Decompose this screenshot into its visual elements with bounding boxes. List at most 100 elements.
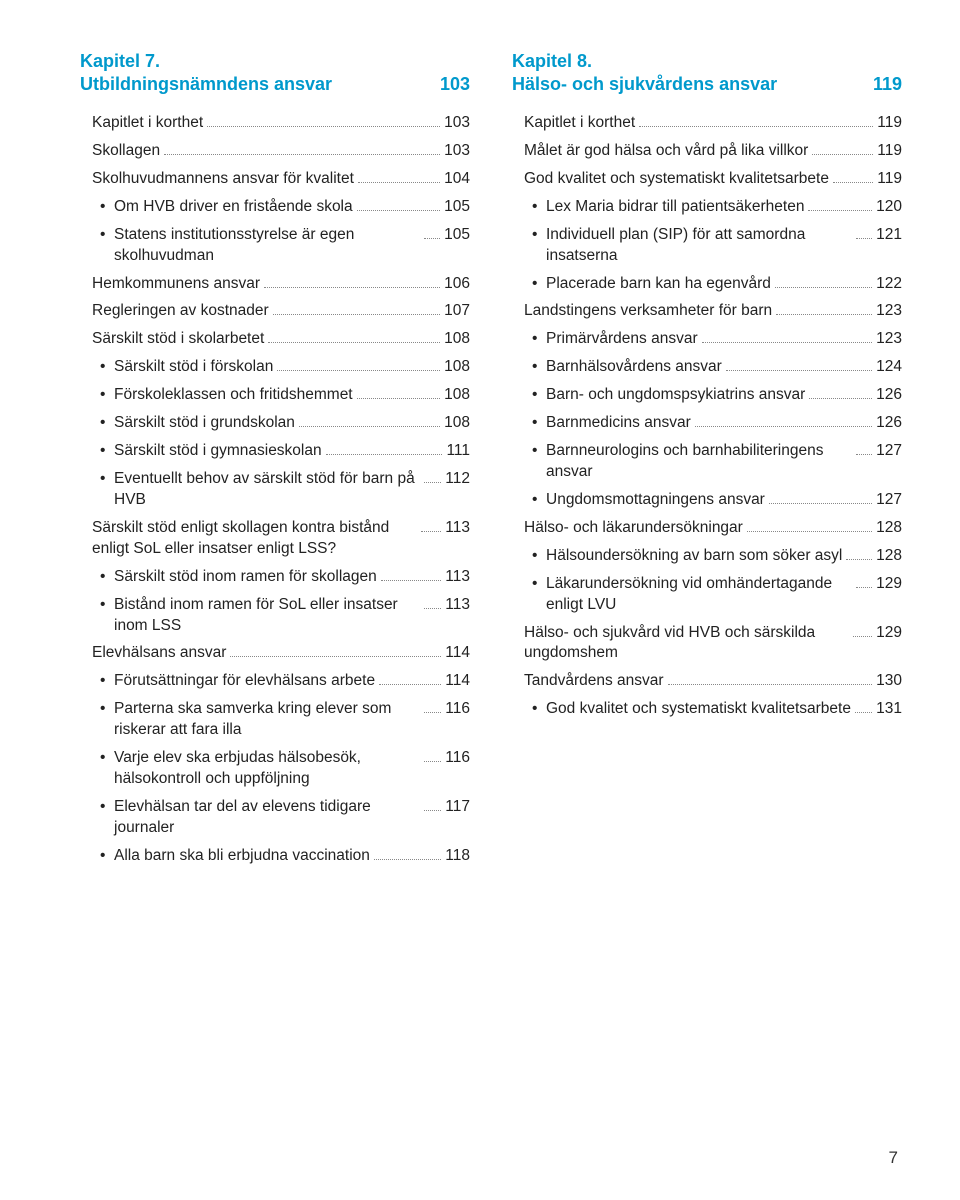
toc-entry[interactable]: Barnneurologins och barnhabiliteringens … xyxy=(524,441,902,483)
toc-entry[interactable]: Hälso- och läkarundersökningar 128 xyxy=(524,518,902,539)
toc-entry[interactable]: Förutsättningar för elevhälsans arbete11… xyxy=(92,671,470,692)
toc-leader xyxy=(833,182,873,183)
toc-entry-label: Varje elev ska erbjudas hälsobesök, häls… xyxy=(114,748,420,790)
toc-entry[interactable]: Statens institutionsstyrelse är egen sko… xyxy=(92,225,470,267)
toc-leader xyxy=(299,426,440,427)
toc-entry-label: Särskilt stöd i grundskolan xyxy=(114,413,295,434)
toc-entry-page: 126 xyxy=(876,413,902,434)
toc-entry[interactable]: Elevhälsans ansvar114 xyxy=(92,643,470,664)
toc-entry[interactable]: Hälso- och sjukvård vid HVB och särskild… xyxy=(524,623,902,665)
toc-entry[interactable]: Parterna ska samverka kring elever som r… xyxy=(92,699,470,741)
toc-entry-label: Elevhälsans ansvar xyxy=(92,643,226,664)
toc-entry[interactable]: Bistånd inom ramen för SoL eller insatse… xyxy=(92,595,470,637)
chapter-number: Kapitel 8. xyxy=(512,50,902,73)
toc-entry[interactable]: Placerade barn kan ha egenvård122 xyxy=(524,274,902,295)
toc-entry[interactable]: Individuell plan (SIP) för att samordna … xyxy=(524,225,902,267)
toc-leader xyxy=(776,314,872,315)
toc-entry[interactable]: Om HVB driver en fristående skola105 xyxy=(92,197,470,218)
toc-leader xyxy=(326,454,443,455)
toc-right-entries: Kapitlet i korthet119 Målet är god hälsa … xyxy=(512,113,902,720)
toc-entry-page: 123 xyxy=(876,301,902,322)
toc-entry-label: Läkarundersökning vid omhändertagande en… xyxy=(546,574,852,616)
toc-leader xyxy=(164,154,440,155)
toc-entry-label: Kapitlet i korthet xyxy=(92,113,203,134)
toc-entry-page: 107 xyxy=(444,301,470,322)
toc-entry[interactable]: Kapitlet i korthet103 xyxy=(92,113,470,134)
toc-entry[interactable]: Tandvårdens ansvar130 xyxy=(524,671,902,692)
toc-entry-label: Placerade barn kan ha egenvård xyxy=(546,274,771,295)
toc-entry-label: Särskilt stöd enligt skollagen kontra bi… xyxy=(92,518,417,560)
toc-entry-label: Kapitlet i korthet xyxy=(524,113,635,134)
toc-entry-page: 129 xyxy=(876,574,902,595)
toc-entry[interactable]: Barnhälsovårdens ansvar124 xyxy=(524,357,902,378)
toc-entry[interactable]: Hälsoundersökning av barn som söker asyl… xyxy=(524,546,902,567)
toc-entry-page: 113 xyxy=(445,518,470,539)
toc-right-column: Kapitel 8. Hälso- och sjukvårdens ansvar… xyxy=(512,50,902,874)
toc-entry[interactable]: Särskilt stöd inom ramen för skollagen11… xyxy=(92,567,470,588)
toc-entry[interactable]: Varje elev ska erbjudas hälsobesök, häls… xyxy=(92,748,470,790)
toc-entry-label: Barn- och ungdomspsykiatrins ansvar xyxy=(546,385,805,406)
toc-entry[interactable]: Förskoleklassen och fritidshemmet108 xyxy=(92,385,470,406)
toc-entry[interactable]: Regleringen av kostnader107 xyxy=(92,301,470,322)
toc-entry[interactable]: Ungdomsmottagningens ansvar127 xyxy=(524,490,902,511)
toc-entry[interactable]: Eventuellt behov av särskilt stöd för ba… xyxy=(92,469,470,511)
toc-left-column: Kapitel 7. Utbildningsnämndens ansvar 10… xyxy=(80,50,470,874)
toc-entry[interactable]: Läkarundersökning vid omhändertagande en… xyxy=(524,574,902,616)
toc-leader xyxy=(357,398,441,399)
toc-entry-label: Alla barn ska bli erbjudna vaccination xyxy=(114,846,370,867)
toc-left-entries: Kapitlet i korthet103 Skollagen103 Skolhuv… xyxy=(80,113,470,867)
toc-entry-label: God kvalitet och systematiskt kvalitetsa… xyxy=(546,699,851,720)
toc-entry-label: Hälso- och läkarundersökningar xyxy=(524,518,743,539)
toc-entry[interactable]: Primärvårdens ansvar123 xyxy=(524,329,902,350)
toc-entry-page: 131 xyxy=(876,699,902,720)
chapter-7-heading: Kapitel 7. Utbildningsnämndens ansvar 10… xyxy=(80,50,470,95)
toc-leader xyxy=(856,238,872,239)
toc-entry-page: 108 xyxy=(444,329,470,350)
toc-entry-page: 113 xyxy=(445,567,470,588)
toc-entry-page: 128 xyxy=(876,518,902,539)
toc-leader xyxy=(855,712,872,713)
toc-leader xyxy=(747,531,872,532)
chapter-title-row: Hälso- och sjukvårdens ansvar 119 xyxy=(512,73,902,96)
toc-entry[interactable]: Hemkommunens ansvar106 xyxy=(92,274,470,295)
toc-entry[interactable]: Barn- och ungdomspsykiatrins ansvar 126 xyxy=(524,385,902,406)
toc-entry-label: Bistånd inom ramen för SoL eller insatse… xyxy=(114,595,420,637)
toc-entry-label: Förskoleklassen och fritidshemmet xyxy=(114,385,353,406)
toc-leader xyxy=(808,210,872,211)
toc-entry[interactable]: God kvalitet och systematiskt kvalitetsa… xyxy=(524,699,902,720)
toc-leader xyxy=(357,210,441,211)
toc-entry[interactable]: Särskilt stöd i förskolan108 xyxy=(92,357,470,378)
toc-entry[interactable]: Landstingens verksamheter för barn123 xyxy=(524,301,902,322)
toc-entry[interactable]: Kapitlet i korthet119 xyxy=(524,113,902,134)
page-number: 7 xyxy=(889,1148,898,1168)
toc-entry-label: Särskilt stöd i gymnasieskolan xyxy=(114,441,322,462)
toc-entry-page: 126 xyxy=(876,385,902,406)
chapter-title-row: Utbildningsnämndens ansvar 103 xyxy=(80,73,470,96)
toc-entry[interactable]: Lex Maria bidrar till patientsäkerheten1… xyxy=(524,197,902,218)
toc-entry[interactable]: Särskilt stöd i grundskolan108 xyxy=(92,413,470,434)
toc-entry-page: 123 xyxy=(876,329,902,350)
toc-leader xyxy=(421,531,441,532)
toc-entry-page: 114 xyxy=(445,671,470,692)
toc-entry[interactable]: Elevhälsan tar del av elevens tidigare j… xyxy=(92,797,470,839)
toc-entry[interactable]: Alla barn ska bli erbjudna vaccination11… xyxy=(92,846,470,867)
toc-entry[interactable]: Skollagen103 xyxy=(92,141,470,162)
toc-leader xyxy=(273,314,440,315)
toc-entry-page: 129 xyxy=(876,623,902,644)
toc-entry[interactable]: Särskilt stöd enligt skollagen kontra bi… xyxy=(92,518,470,560)
toc-entry[interactable]: Särskilt stöd i skolarbetet108 xyxy=(92,329,470,350)
toc-entry[interactable]: God kvalitet och systematiskt kvalitetsa… xyxy=(524,169,902,190)
chapter-page: 119 xyxy=(873,73,902,96)
toc-entry[interactable]: Särskilt stöd i gymnasieskolan111 xyxy=(92,441,470,462)
toc-entry-page: 112 xyxy=(445,469,470,490)
toc-entry[interactable]: Barnmedicins ansvar126 xyxy=(524,413,902,434)
toc-entry[interactable]: Målet är god hälsa och vård på lika vill… xyxy=(524,141,902,162)
toc-entry-label: Särskilt stöd i förskolan xyxy=(114,357,273,378)
toc-leader xyxy=(856,587,872,588)
toc-entry-page: 121 xyxy=(876,225,902,246)
toc-leader xyxy=(775,287,872,288)
toc-entry-label: Statens institutionsstyrelse är egen sko… xyxy=(114,225,420,267)
toc-entry-label: Ungdomsmottagningens ansvar xyxy=(546,490,765,511)
toc-entry[interactable]: Skolhuvudmannens ansvar för kvalitet104 xyxy=(92,169,470,190)
toc-leader xyxy=(358,182,440,183)
